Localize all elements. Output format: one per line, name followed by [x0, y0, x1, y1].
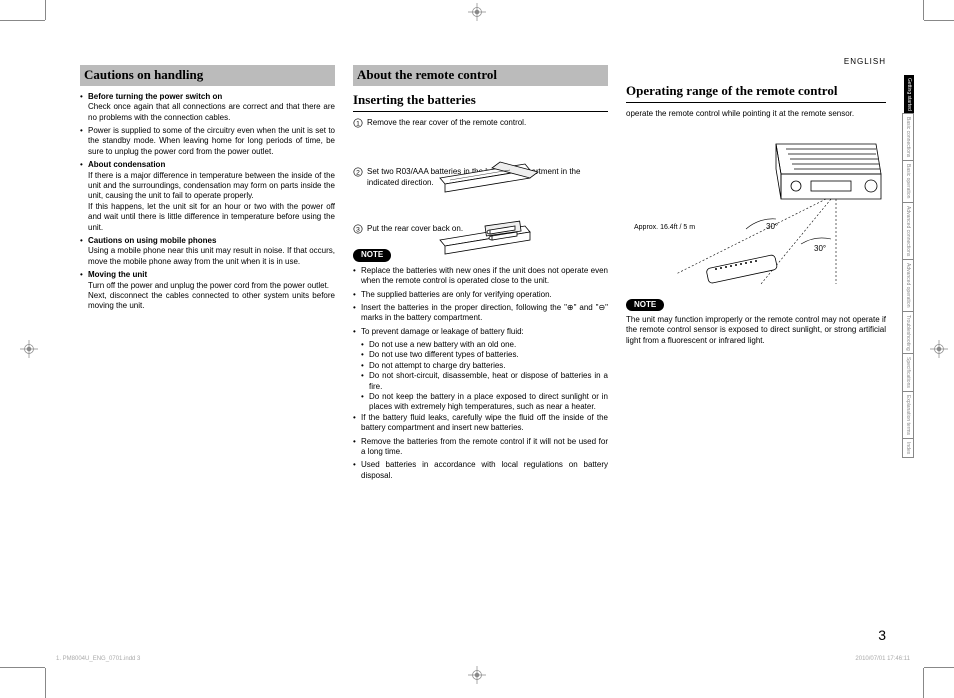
language-label: ENGLISH — [844, 57, 886, 67]
registration-mark-icon — [468, 666, 486, 684]
side-tab: Advanced operation — [902, 260, 915, 311]
sub-bullet: •Do not short-circuit, disassemble, heat… — [353, 371, 608, 392]
side-tab: Troubleshooting — [902, 312, 915, 355]
page-number: 3 — [878, 626, 886, 644]
subheading-batteries: Inserting the batteries — [353, 92, 608, 112]
bullet-item: •Moving the unitTurn off the power and u… — [80, 270, 335, 312]
sub-bullet: •Do not attempt to charge dry batteries. — [353, 361, 608, 371]
angle-label: 30° — [766, 222, 778, 231]
registration-mark-icon — [930, 340, 948, 358]
svg-text:2: 2 — [356, 170, 360, 177]
svg-text:3: 3 — [356, 226, 360, 233]
bullet-item: •Power is supplied to some of the circui… — [80, 126, 335, 157]
side-tab: Basic connections — [902, 113, 915, 161]
svg-text:1: 1 — [356, 120, 360, 127]
bullet-item: •Cautions on using mobile phonesUsing a … — [80, 236, 335, 267]
sub-bullet: •Do not use two different types of batte… — [353, 350, 608, 360]
subheading-range: Operating range of the remote control — [626, 83, 886, 103]
heading-remote: About the remote control — [353, 65, 608, 86]
side-tab: Explanation terms — [902, 392, 915, 439]
bullet-item: •Before turning the power switch onCheck… — [80, 92, 335, 123]
note-text: The unit may function improperly or the … — [626, 315, 886, 346]
intro-text: operate the remote control while pointin… — [626, 109, 886, 119]
side-tab: Specifications — [902, 354, 915, 392]
side-tab: Basic operation — [902, 161, 915, 202]
battery-illustration — [430, 160, 550, 343]
note-badge: NOTE — [353, 249, 391, 261]
note-badge: NOTE — [626, 299, 664, 311]
sub-bullet: •Do not keep the battery in a place expo… — [353, 392, 608, 413]
side-tab-active: Getting started — [904, 75, 915, 114]
angle-label: 30° — [814, 244, 826, 253]
heading-cautions: Cautions on handling — [80, 65, 335, 86]
note-bullet: •Used batteries in accordance with local… — [353, 460, 608, 481]
registration-mark-icon — [20, 340, 38, 358]
step-item: 1Remove the rear cover of the remote con… — [353, 118, 608, 131]
footer-filename: 1. PM8004U_ENG_0701.indd 3 — [56, 656, 140, 664]
bullet-item: •About condensationIf there is a major d… — [80, 160, 335, 233]
side-tab: Advanced connections — [902, 203, 915, 260]
registration-mark-icon — [468, 3, 486, 21]
note-bullet: •Remove the batteries from the remote co… — [353, 437, 608, 458]
side-tab: Index — [902, 439, 915, 458]
note-bullet: •If the battery fluid leaks, carefully w… — [353, 413, 608, 434]
distance-label: Approx. 16.4ft / 5 m — [634, 224, 695, 231]
footer-date: 2010/07/01 17:46:11 — [855, 656, 910, 664]
range-diagram: 30° 30° Approx. 16.4ft / 5 m — [626, 129, 886, 292]
